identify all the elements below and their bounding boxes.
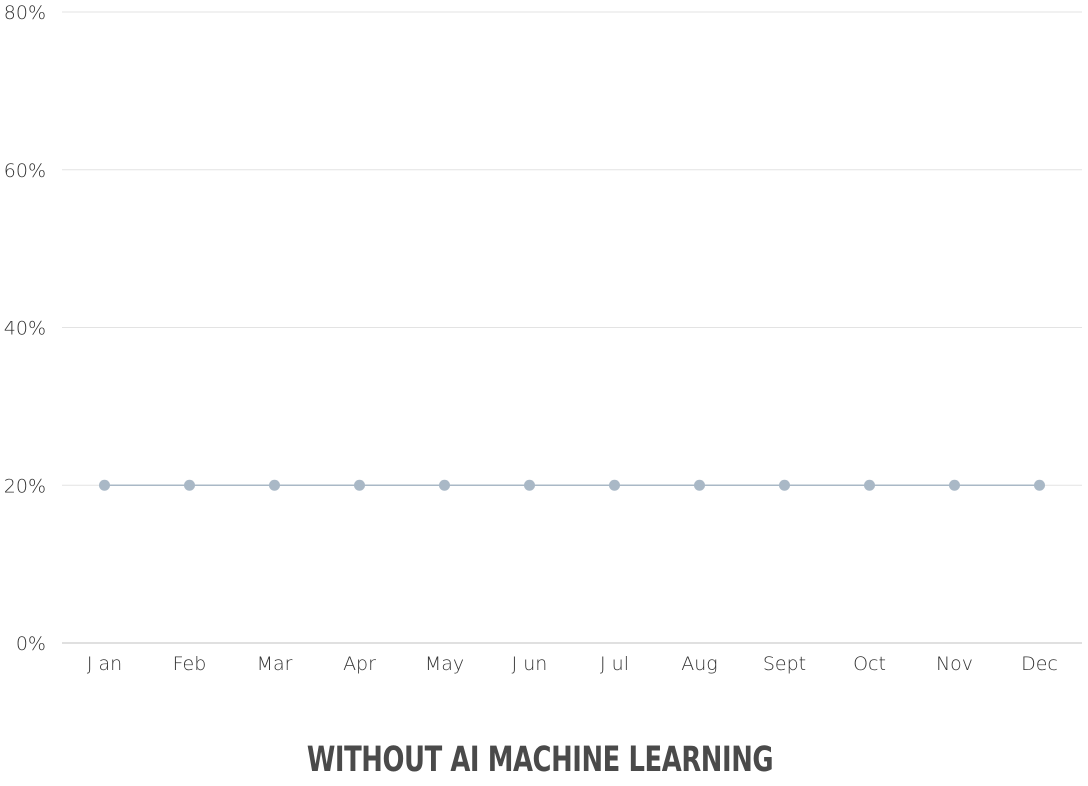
data-point bbox=[864, 479, 875, 491]
x-tick-label: Apr bbox=[343, 653, 376, 675]
x-tick-label: Dec bbox=[1021, 653, 1058, 675]
data-point bbox=[269, 479, 280, 491]
x-tick-label: Sept bbox=[763, 653, 806, 675]
x-tick-label: Nov bbox=[936, 653, 973, 675]
x-tick-label: J an bbox=[87, 653, 122, 675]
y-tick-label: 60% bbox=[4, 160, 46, 182]
x-tick-label: J ul bbox=[600, 653, 629, 675]
data-point bbox=[99, 479, 110, 491]
data-point bbox=[609, 479, 620, 491]
x-tick-label: Oct bbox=[853, 653, 886, 675]
chart-title: WITHOUT AI MACHINE LEARNING bbox=[306, 740, 774, 780]
data-point bbox=[439, 479, 450, 491]
x-tick-label: J un bbox=[512, 653, 548, 675]
data-point bbox=[779, 479, 790, 491]
y-tick-label: 20% bbox=[4, 475, 46, 497]
data-point bbox=[354, 479, 365, 491]
y-tick-label: 40% bbox=[4, 318, 46, 340]
data-point bbox=[694, 479, 705, 491]
x-tick-label: Feb bbox=[173, 653, 207, 675]
data-point bbox=[1034, 479, 1045, 491]
data-point bbox=[184, 479, 195, 491]
data-point bbox=[524, 479, 535, 491]
x-tick-label: Mar bbox=[257, 653, 293, 675]
y-tick-label: 80% bbox=[4, 2, 46, 24]
x-tick-label: May bbox=[425, 653, 464, 675]
data-point bbox=[949, 479, 960, 491]
x-tick-label: Aug bbox=[681, 653, 717, 675]
y-tick-label: 0% bbox=[16, 633, 46, 655]
